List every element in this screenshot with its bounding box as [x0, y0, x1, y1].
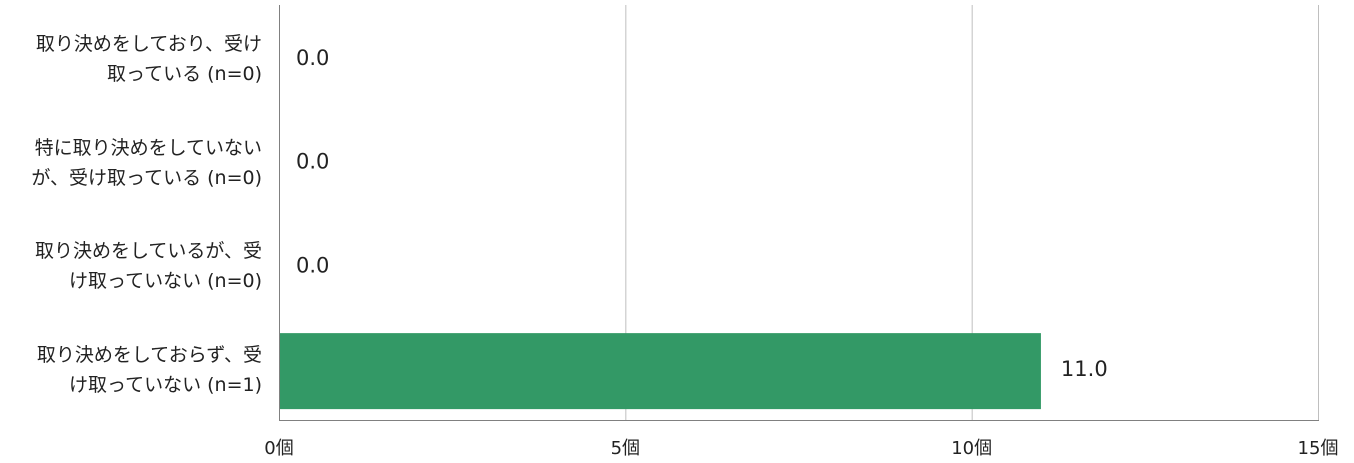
data-label: 0.0: [296, 150, 329, 174]
data-label: 0.0: [296, 46, 329, 70]
x-tick-label: 15個: [1298, 438, 1339, 459]
category-label: 取り決めをしており、受け 取っている (n=0): [35, 32, 262, 85]
x-tick-label: 10個: [951, 438, 992, 459]
bar: [280, 333, 1041, 410]
category-label: 特に取り決めをしていない が、受け取っている (n=0): [31, 136, 262, 189]
category-label: 取り決めをしておらず、受 け取っていない (n=1): [36, 344, 262, 397]
category-label: 取り決めをしているが、受 け取っていない (n=0): [34, 240, 262, 293]
data-label: 11.0: [1061, 357, 1108, 381]
x-tick-label: 5個: [611, 438, 640, 459]
x-tick-label: 0個: [264, 438, 293, 459]
data-label: 0.0: [296, 253, 329, 277]
